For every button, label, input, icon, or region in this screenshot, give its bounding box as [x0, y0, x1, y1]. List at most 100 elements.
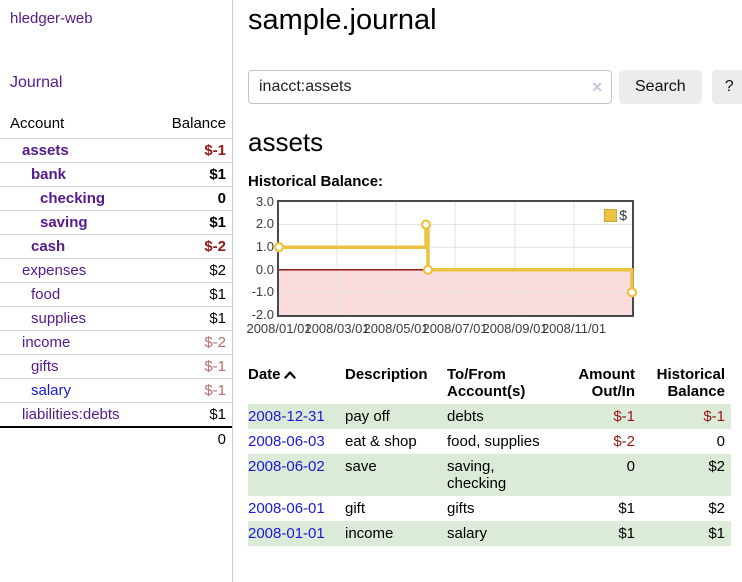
chart-title: Historical Balance:: [248, 173, 384, 190]
register-row: 2008-01-01 income salary $1 $1: [248, 521, 731, 546]
transaction-description: eat & shop: [345, 433, 417, 450]
account-row: saving $1: [0, 210, 232, 235]
x-axis-tick: 2008/09/01: [482, 321, 548, 336]
transaction-date-link[interactable]: 2008-01-01: [248, 525, 325, 542]
transaction-description: pay off: [345, 408, 390, 425]
transaction-date-link[interactable]: 2008-06-03: [248, 433, 325, 450]
accounts-table-header: Account Balance: [0, 113, 232, 139]
account-balance: $1: [146, 162, 232, 187]
transaction-balance: $2: [708, 500, 725, 517]
y-axis-tick: 2.0: [255, 216, 274, 231]
accounts-total-balance: 0: [146, 426, 232, 451]
register-col-description: Description: [345, 366, 428, 383]
account-link[interactable]: assets: [22, 142, 69, 159]
register-table: Date Description To/From Account(s) Amou…: [248, 364, 731, 546]
accounts-table: Account Balance assets $-1 bank $1 check…: [0, 113, 232, 451]
account-row: food $1: [0, 282, 232, 307]
x-axis-tick: 2008/07/01: [422, 321, 488, 336]
account-row: supplies $1: [0, 306, 232, 331]
account-balance: $1: [146, 402, 232, 427]
x-axis-tick: 2008/01/01: [246, 321, 312, 336]
search-input[interactable]: [248, 70, 612, 104]
transaction-amount: $-1: [613, 408, 635, 425]
search-button[interactable]: Search: [619, 70, 702, 104]
accounts-total-row: 0: [0, 426, 232, 451]
app-brand-link[interactable]: hledger-web: [10, 10, 93, 27]
account-balance: $1: [146, 306, 232, 331]
account-link[interactable]: supplies: [31, 310, 87, 327]
transaction-date-link[interactable]: 2008-06-02: [248, 458, 325, 475]
account-row: checking 0: [0, 186, 232, 211]
account-balance: $-2: [146, 330, 232, 355]
register-header-row: Date Description To/From Account(s) Amou…: [248, 364, 731, 404]
y-axis-tick: 0.0: [255, 262, 274, 277]
account-row: assets $-1: [0, 138, 232, 163]
x-axis-tick: 2008/11/01: [541, 321, 607, 336]
clear-search-icon[interactable]: ✕: [591, 79, 603, 95]
x-axis-tick: 2008/05/01: [363, 321, 429, 336]
transaction-amount: $-2: [613, 433, 635, 450]
chart-plot-area: $: [273, 200, 638, 317]
y-axis-tick: 3.0: [255, 194, 274, 209]
account-link[interactable]: checking: [40, 190, 106, 207]
transaction-balance: $2: [708, 458, 725, 475]
register-col-amount: Amount Out/In: [578, 366, 635, 400]
historical-balance-chart: 3.0 2.0 1.0 0.0 -1.0 -2.0: [246, 192, 668, 344]
account-balance: $-2: [146, 234, 232, 259]
legend-swatch-icon: [604, 208, 618, 222]
transaction-amount: $1: [618, 500, 635, 517]
transaction-date-link[interactable]: 2008-12-31: [248, 408, 325, 425]
y-axis-tick: -1.0: [251, 284, 274, 299]
transaction-accounts: saving, checking: [447, 458, 507, 492]
transaction-amount: $1: [618, 525, 635, 542]
sidebar: hledger-web Journal Account Balance asse…: [0, 0, 233, 582]
chart-legend: $: [604, 207, 627, 223]
sidebar-item-journal[interactable]: Journal: [10, 74, 63, 91]
account-balance: $-1: [146, 354, 232, 379]
account-row: bank $1: [0, 162, 232, 187]
y-axis-tick: 1.0: [255, 239, 274, 254]
sort-ascending-icon: [283, 371, 296, 379]
account-balance: $2: [146, 258, 232, 283]
account-heading: assets: [248, 127, 324, 157]
account-link[interactable]: bank: [31, 166, 67, 183]
account-link[interactable]: saving: [40, 214, 88, 231]
account-row: expenses $2: [0, 258, 232, 283]
account-balance: $1: [146, 282, 232, 307]
account-row: income $-2: [0, 330, 232, 355]
register-col-balance: Historical Balance: [656, 366, 725, 400]
account-link[interactable]: income: [22, 334, 71, 351]
transaction-balance: $-1: [703, 408, 725, 425]
account-link[interactable]: gifts: [31, 358, 59, 375]
transaction-date-link[interactable]: 2008-06-01: [248, 500, 325, 517]
account-balance: 0: [146, 186, 232, 211]
account-row: gifts $-1: [0, 354, 232, 379]
account-balance: $1: [146, 210, 232, 235]
account-link[interactable]: cash: [31, 238, 66, 255]
help-button[interactable]: ?: [711, 70, 742, 104]
transaction-balance: $1: [708, 525, 725, 542]
main-content: sample.journal ✕ Search ? assets Histori…: [233, 0, 742, 582]
transaction-description: save: [345, 458, 377, 475]
account-link[interactable]: expenses: [22, 262, 87, 279]
register-row: 2008-06-01 gift gifts $1 $2: [248, 496, 731, 521]
chart-canvas: [273, 202, 638, 315]
transaction-accounts: gifts: [447, 500, 475, 517]
accounts-col-account: Account: [10, 115, 65, 132]
register-row: 2008-12-31 pay off debts $-1 $-1: [248, 404, 731, 429]
y-axis-tick: -2.0: [251, 307, 274, 322]
account-row: liabilities:debts $1: [0, 402, 232, 427]
account-link[interactable]: liabilities:debts: [22, 406, 120, 423]
transaction-amount: 0: [626, 458, 635, 475]
search-form: ✕ Search ?: [248, 70, 742, 104]
register-col-date[interactable]: Date: [248, 364, 345, 404]
accounts-col-balance: Balance: [171, 115, 226, 132]
account-link[interactable]: food: [31, 286, 61, 303]
page-title: sample.journal: [248, 4, 437, 36]
account-link[interactable]: salary: [31, 382, 72, 399]
register-col-accounts: To/From Account(s): [447, 366, 526, 400]
account-balance: $-1: [146, 378, 232, 403]
search-box: ✕: [248, 70, 612, 104]
register-row: 2008-06-03 eat & shop food, supplies $-2…: [248, 429, 731, 454]
account-row: cash $-2: [0, 234, 232, 259]
